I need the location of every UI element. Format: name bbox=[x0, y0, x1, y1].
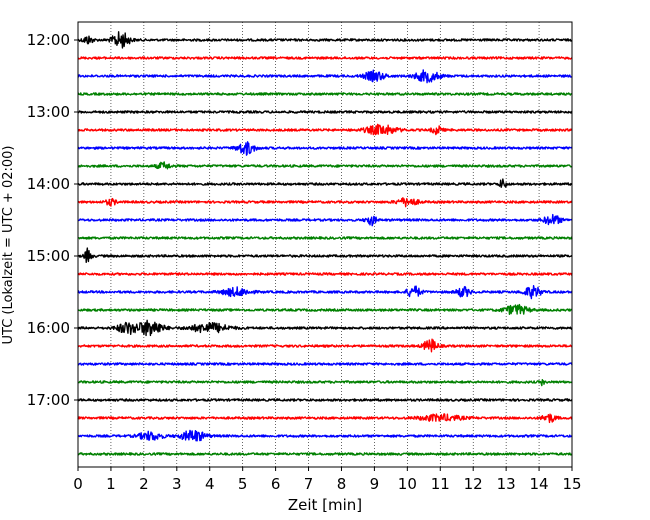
y-tick-label: 16:00 bbox=[27, 319, 70, 337]
y-tick-label: 14:00 bbox=[27, 175, 70, 193]
x-tick-label: 10 bbox=[398, 475, 417, 493]
y-tick-label: 15:00 bbox=[27, 247, 70, 265]
x-axis-ticks: 0 1 2 3 4 5 6 7 8 9 10 11 12 13 14 15 bbox=[73, 467, 582, 493]
x-tick-label: 1 bbox=[106, 475, 116, 493]
trace-1700 bbox=[77, 398, 573, 402]
trace-1615 bbox=[77, 338, 573, 353]
trace-1600 bbox=[77, 319, 573, 337]
trace-1300 bbox=[77, 110, 573, 114]
x-tick-label: 6 bbox=[271, 475, 281, 493]
trace-1330 bbox=[77, 141, 573, 156]
trace-1345 bbox=[77, 161, 573, 170]
trace-1400 bbox=[77, 178, 573, 188]
trace-1545 bbox=[77, 303, 573, 315]
plot-frame bbox=[77, 21, 573, 468]
trace-1430 bbox=[77, 213, 573, 227]
trace-1530 bbox=[77, 285, 573, 300]
x-tick-label: 7 bbox=[304, 475, 314, 493]
x-tick-label: 2 bbox=[139, 475, 149, 493]
y-axis-label: UTC (Lokalzeit = UTC + 02:00) bbox=[1, 146, 16, 345]
x-tick-label: 4 bbox=[205, 475, 215, 493]
x-tick-label: 3 bbox=[172, 475, 182, 493]
x-axis-label: Zeit [min] bbox=[288, 496, 362, 514]
x-tick-label: 11 bbox=[431, 475, 450, 493]
y-tick-label: 13:00 bbox=[27, 103, 70, 121]
vertical-grid bbox=[110, 22, 540, 467]
x-tick-label: 8 bbox=[337, 475, 347, 493]
trace-group bbox=[77, 31, 573, 456]
y-tick-label: 17:00 bbox=[27, 391, 70, 409]
x-tick-label: 9 bbox=[370, 475, 380, 493]
trace-1715 bbox=[77, 413, 573, 424]
trace-1645 bbox=[77, 379, 573, 387]
trace-1500 bbox=[77, 247, 573, 264]
trace-1745 bbox=[77, 452, 573, 456]
x-tick-label: 5 bbox=[238, 475, 248, 493]
trace-1200 bbox=[77, 31, 573, 49]
trace-1630 bbox=[77, 362, 573, 366]
trace-1315 bbox=[77, 123, 573, 136]
trace-1730 bbox=[77, 429, 573, 442]
x-tick-label: 13 bbox=[497, 475, 516, 493]
trace-1515 bbox=[77, 272, 573, 276]
x-tick-label: 0 bbox=[73, 475, 83, 493]
trace-1245 bbox=[77, 92, 573, 96]
y-axis-ticks: 12:00 13:00 14:00 15:00 16:00 17:00 bbox=[27, 31, 78, 409]
trace-1230 bbox=[77, 69, 573, 84]
plot-background bbox=[78, 22, 572, 467]
y-tick-label: 12:00 bbox=[27, 31, 70, 49]
x-tick-label: 15 bbox=[562, 475, 581, 493]
x-tick-label: 12 bbox=[464, 475, 483, 493]
trace-1415 bbox=[77, 197, 573, 208]
x-tick-label: 14 bbox=[530, 475, 549, 493]
trace-1445 bbox=[77, 236, 573, 240]
trace-1215 bbox=[77, 56, 573, 60]
